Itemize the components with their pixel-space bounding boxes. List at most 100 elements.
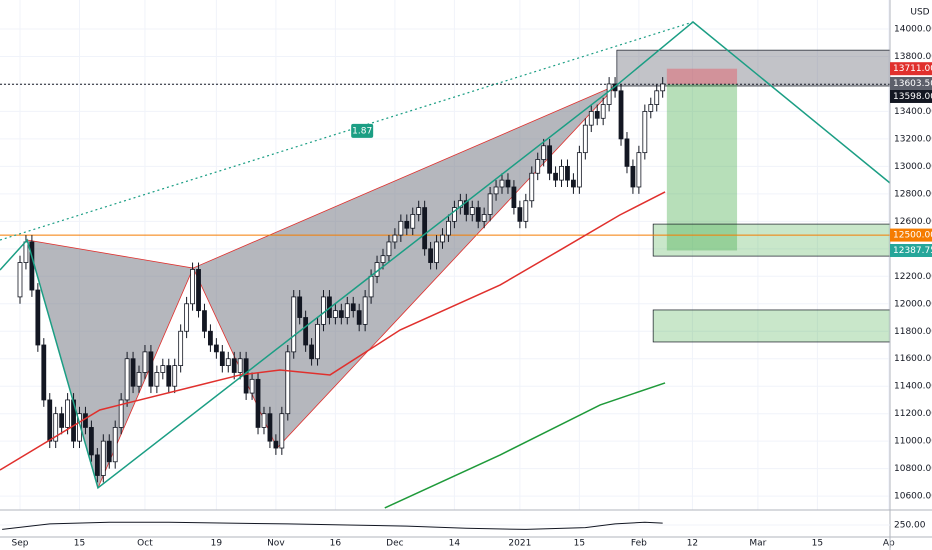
x-tick-label: 15 [574, 539, 585, 549]
candle-body [35, 289, 41, 346]
candle-body [541, 145, 547, 160]
candle-body [410, 214, 416, 229]
candle-body [136, 372, 142, 387]
y-tick-label: 14000.00 [894, 24, 932, 34]
projection-line [0, 21, 694, 241]
price-tag: 13598.00 [890, 89, 932, 103]
x-tick-label: Dec [386, 539, 403, 549]
moving-average [0, 191, 666, 471]
candle-body [428, 248, 433, 263]
x-tick-label: Sep [12, 539, 29, 549]
y-tick-label: 13000.00 [894, 162, 932, 172]
ratio-badge [351, 123, 374, 138]
candle-body [321, 296, 326, 325]
candle-body [196, 269, 201, 312]
candle-body [469, 207, 475, 215]
candle-body [41, 344, 47, 401]
candle-body [17, 262, 23, 298]
x-tick-label: Nov [267, 539, 285, 549]
x-tick-label: 2021 [508, 539, 531, 549]
candle-body [273, 440, 279, 449]
x-tick-label: 16 [330, 539, 342, 549]
indicator-tick-label: 250.00 [894, 520, 926, 530]
candle-body [267, 413, 273, 442]
x-tick-label: Mar [749, 539, 766, 549]
price-tag: 13603.50 [890, 76, 932, 90]
candle-body [243, 358, 249, 394]
candle-body [624, 138, 630, 167]
candle-body [303, 317, 309, 346]
price-tag: 12500.00 [890, 228, 932, 242]
candle-body [463, 200, 469, 215]
candle-body [517, 207, 523, 222]
price-tag-label: 13603.50 [893, 79, 932, 89]
x-tick-label: Ap [883, 539, 895, 549]
candle-body [208, 330, 213, 346]
candle-body [94, 454, 100, 476]
candle-body [297, 296, 303, 318]
candle-body [285, 351, 291, 415]
price-tag-label: 12387.75 [893, 246, 932, 256]
candle-body [386, 241, 392, 257]
candle-body [571, 179, 576, 188]
candle-body [142, 351, 148, 373]
candle-body [47, 399, 53, 442]
candle-body [481, 214, 487, 222]
price-tag-box [890, 228, 932, 242]
candle-body [100, 440, 106, 476]
candle-body [202, 310, 207, 332]
y-tick-label: 12600.00 [894, 217, 932, 227]
candle-body [219, 351, 225, 367]
candle-body [422, 207, 428, 250]
candle-body [392, 234, 398, 243]
y-tick-label: 11400.00 [894, 382, 932, 392]
candle-body [77, 413, 82, 442]
candle-body [225, 358, 231, 367]
x-tick-label: Oct [137, 539, 153, 549]
y-tick-label: 13400.00 [894, 107, 932, 117]
candle-body [237, 358, 243, 373]
ratio-label: 1.87 [352, 126, 372, 136]
candle-body [255, 378, 261, 428]
candle-body [588, 111, 594, 126]
price-tag-box [890, 62, 932, 76]
candle-body [446, 220, 451, 236]
price-tag-box [890, 89, 932, 103]
y-tick-label: 11600.00 [894, 354, 932, 364]
candle-body [118, 399, 124, 428]
x-tick-label: 15 [74, 539, 85, 549]
zone [652, 223, 891, 257]
x-tick-label: 15 [812, 539, 823, 549]
y-tick-label: 13800.00 [894, 52, 932, 62]
candle-body [124, 358, 130, 401]
x-tick-label: 12 [687, 539, 698, 549]
candle-body [148, 351, 154, 387]
price-tag: 13711.00 [890, 62, 932, 76]
candles [17, 77, 666, 483]
y-tick-label: 13200.00 [894, 134, 932, 144]
candle-body [338, 310, 344, 318]
candle-body [178, 330, 184, 367]
y-tick-label: 12800.00 [894, 189, 932, 199]
y-tick-label: 12200.00 [894, 272, 932, 282]
price-tag-box [890, 244, 932, 258]
candle-body [309, 344, 314, 360]
price-tag-label: 13711.00 [893, 64, 932, 74]
candle-body [23, 241, 29, 263]
candle-body [350, 303, 356, 312]
candle-body [636, 152, 642, 188]
moving-average [384, 382, 666, 509]
candle-body [434, 241, 439, 263]
candle-body [452, 207, 457, 222]
candle-body [356, 310, 362, 325]
y-tick-label: 11000.00 [894, 437, 932, 447]
candle-body [332, 310, 338, 318]
indicator-line [2, 521, 663, 530]
candle-body [487, 193, 493, 215]
candle-body [493, 186, 499, 195]
candle-body [529, 172, 535, 202]
candle-body [594, 111, 600, 119]
price-tag: 12387.75 [890, 244, 932, 258]
candle-body [475, 207, 481, 222]
